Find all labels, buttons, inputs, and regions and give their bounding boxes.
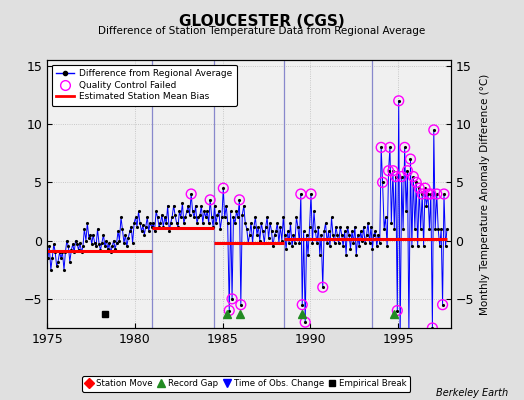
- Point: [377, 144, 385, 150]
- Point: [389, 168, 397, 174]
- Point: [406, 156, 414, 162]
- Point: [225, 307, 234, 314]
- Point: [418, 191, 427, 197]
- Point: [409, 173, 418, 180]
- Point: [301, 319, 309, 325]
- Point: [297, 191, 305, 197]
- Point: [235, 197, 244, 203]
- Point: [398, 173, 406, 180]
- Point: [421, 185, 429, 191]
- Point: [405, 331, 413, 337]
- Point: [298, 302, 307, 308]
- Point: [206, 197, 214, 203]
- Point: [439, 302, 447, 308]
- Point: [415, 185, 423, 191]
- Point: [395, 98, 403, 104]
- Point: [403, 168, 412, 174]
- Text: GLOUCESTER (CGS): GLOUCESTER (CGS): [179, 14, 345, 29]
- Point: [228, 296, 236, 302]
- Text: Berkeley Earth: Berkeley Earth: [436, 388, 508, 398]
- Point: [307, 191, 315, 197]
- Point: [237, 302, 245, 308]
- Y-axis label: Monthly Temperature Anomaly Difference (°C): Monthly Temperature Anomaly Difference (…: [479, 73, 489, 315]
- Legend: Station Move, Record Gap, Time of Obs. Change, Empirical Break: Station Move, Record Gap, Time of Obs. C…: [82, 376, 410, 392]
- Point: [396, 336, 405, 343]
- Text: Difference of Station Temperature Data from Regional Average: Difference of Station Temperature Data f…: [99, 26, 425, 36]
- Point: [391, 173, 400, 180]
- Point: [412, 179, 420, 186]
- Point: [433, 191, 441, 197]
- Point: [427, 191, 435, 197]
- Point: [393, 307, 401, 314]
- Point: [428, 325, 436, 331]
- Point: [219, 185, 227, 191]
- Point: [378, 179, 387, 186]
- Point: [384, 168, 392, 174]
- Legend: Difference from Regional Average, Quality Control Failed, Estimated Station Mean: Difference from Regional Average, Qualit…: [52, 64, 236, 106]
- Point: [187, 191, 195, 197]
- Point: [400, 144, 409, 150]
- Point: [424, 191, 432, 197]
- Point: [319, 284, 327, 290]
- Point: [430, 127, 438, 133]
- Point: [386, 144, 394, 150]
- Point: [440, 191, 448, 197]
